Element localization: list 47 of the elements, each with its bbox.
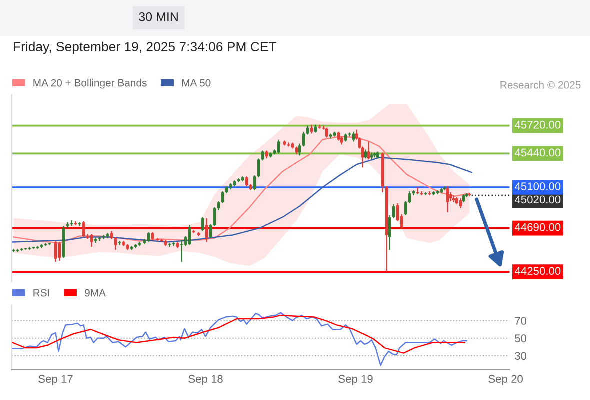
ref-line-label: 45720.00 <box>514 120 561 129</box>
candlestick <box>98 236 102 242</box>
candlestick <box>287 142 290 148</box>
ref-line-label: 45020.00 <box>514 196 561 204</box>
ref-line-label: 44250.00 <box>514 267 561 276</box>
ref-line-label: 44690.00 <box>514 223 561 232</box>
y-tick-label: 50 <box>515 334 527 343</box>
x-tick-label: Sep 19 <box>338 375 373 386</box>
candlestick <box>20 248 24 252</box>
candlestick <box>28 246 32 251</box>
candlestick <box>443 186 446 192</box>
candlestick <box>70 220 74 227</box>
y-tick-label: 30 <box>515 352 527 360</box>
candlestick <box>168 242 172 248</box>
candlestick <box>428 190 432 196</box>
candlestick <box>172 242 176 247</box>
x-tick-label: Sep 17 <box>38 375 73 386</box>
legend-label: RSI <box>34 289 50 297</box>
candlestick <box>74 220 78 226</box>
candlestick <box>318 124 322 130</box>
line-series <box>12 314 466 354</box>
ref-line-label: 45100.00 <box>514 182 561 190</box>
candlestick <box>325 127 328 138</box>
x-tick-label: Sep 18 <box>188 375 223 386</box>
line-series <box>12 312 468 366</box>
candlestick <box>12 248 16 253</box>
candlestick <box>192 230 196 234</box>
candlestick <box>416 186 420 196</box>
candlestick <box>44 242 48 247</box>
candlestick <box>156 238 160 242</box>
candlestick <box>424 192 428 196</box>
candlestick <box>78 222 82 227</box>
ref-line-label: 45440.00 <box>514 148 561 157</box>
candlestick <box>36 246 40 250</box>
candlestick <box>118 240 122 246</box>
candlestick <box>16 248 20 253</box>
legend-label: MA 50 <box>182 79 211 87</box>
candlestick <box>468 192 472 198</box>
text: Research © 2025 <box>500 81 581 89</box>
legend-label: 9MA <box>85 289 106 297</box>
candlestick <box>180 240 184 263</box>
candlestick <box>348 132 352 138</box>
chart-subtitle: Friday, September 19, 2025 7:34:06 PM CET <box>14 42 276 54</box>
legend-label: MA 20 + Bollinger Bands <box>34 79 147 89</box>
y-tick-label: 70 <box>515 317 527 325</box>
x-tick-label: Sep 20 <box>488 375 523 386</box>
text: 30 MIN <box>139 12 178 22</box>
